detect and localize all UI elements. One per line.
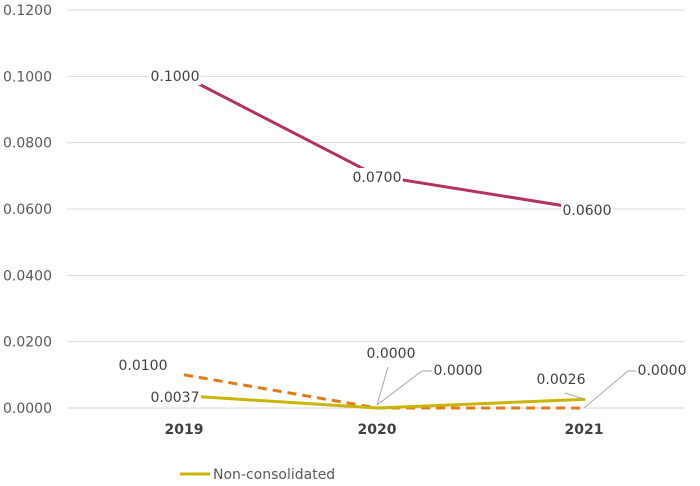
x-tick-label: 2019 — [165, 422, 204, 438]
data-label-bg — [351, 168, 403, 186]
leader-line — [564, 392, 585, 400]
legend-label: Non-consolidated — [213, 467, 335, 483]
data-labels: 0.1000 0.0700 0.0600 0.0100 0.0000 0.0000 0.00… — [117, 67, 688, 406]
leader-line — [376, 366, 389, 406]
data-label: 0.0000 — [434, 363, 483, 379]
y-tick-label: 0.0800 — [3, 136, 52, 152]
y-tick-label: 0.0600 — [3, 202, 52, 218]
legend: Non-consolidated — [180, 467, 335, 483]
y-tick-label: 0.0400 — [3, 268, 52, 284]
data-label: 0.0600 — [563, 203, 612, 219]
x-axis-ticks: 2019 2020 2021 — [165, 422, 604, 438]
data-label: 0.0700 — [353, 170, 402, 186]
data-label-bg — [365, 344, 417, 362]
label-leader-lines — [376, 366, 638, 409]
y-tick-label: 0.1200 — [3, 3, 52, 19]
x-tick-label: 2021 — [565, 422, 604, 438]
data-label-bg — [117, 356, 169, 374]
data-label-bg — [149, 388, 201, 406]
y-tick-label: 0.1000 — [3, 69, 52, 85]
data-label-bg — [149, 67, 201, 85]
data-label-bg — [636, 361, 688, 379]
y-tick-label: 0.0000 — [3, 401, 52, 417]
series-line-s3 — [182, 394, 586, 410]
data-label: 0.0100 — [119, 358, 168, 374]
leader-line — [583, 370, 638, 409]
data-label: 0.0000 — [638, 363, 687, 379]
data-label-bg — [432, 361, 484, 379]
data-label: 0.1000 — [151, 69, 200, 85]
data-label-bg — [561, 201, 613, 219]
x-tick-label: 2020 — [358, 422, 397, 438]
data-label-bg — [535, 370, 587, 388]
data-label: 0.0000 — [367, 346, 416, 362]
y-tick-label: 0.0200 — [3, 335, 52, 351]
leader-line — [376, 370, 433, 406]
data-label: 0.0037 — [151, 390, 200, 406]
data-label: 0.0026 — [537, 372, 586, 388]
y-axis-ticks: 0.0000 0.0200 0.0400 0.0600 0.0800 0.1000 0.12… — [3, 3, 52, 417]
